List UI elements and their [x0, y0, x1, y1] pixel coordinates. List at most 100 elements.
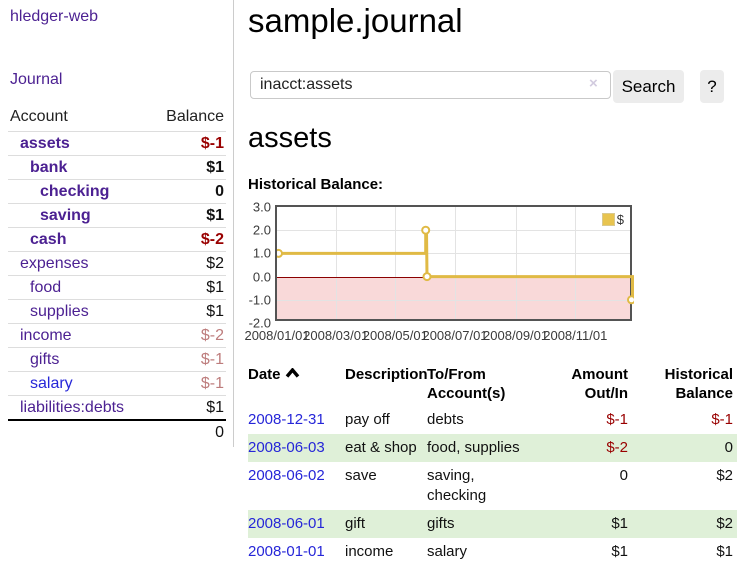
transaction-balance-cell: $-1	[711, 411, 733, 428]
sidebar-divider	[233, 0, 234, 447]
transaction-amount-cell: 0	[619, 467, 628, 484]
amount-column-header: Amount Out/In	[571, 366, 628, 402]
account-balance: $1	[206, 399, 224, 416]
account-column-header: To/From Account(s)	[427, 366, 506, 402]
transaction-amount-cell: $1	[611, 515, 628, 532]
account-balance: $-1	[200, 351, 224, 368]
transaction-date-link[interactable]: 2008-12-31	[248, 411, 325, 428]
balance-column-header: Historical Balance	[664, 366, 733, 402]
app-brand-link[interactable]: hledger-web	[10, 8, 99, 25]
transaction-description-cell: income	[345, 543, 394, 560]
transaction-description-cell: save	[345, 467, 377, 484]
transaction-date-cell: 2008-06-03	[248, 434, 345, 462]
vertical-gridline	[575, 207, 577, 319]
transaction-date-cell: 2008-06-01	[248, 510, 345, 538]
sidebar-item-journal[interactable]: Journal	[10, 71, 63, 88]
account-balance: $-2	[200, 327, 224, 344]
transaction-balance-cell: $2	[716, 515, 733, 532]
x-tick-label: 2008/07/01	[422, 328, 488, 343]
transaction-description-cell: eat & shop	[345, 439, 417, 456]
transaction-date-cell: 2008-12-31	[248, 406, 345, 434]
vertical-gridline	[395, 207, 397, 319]
account-balance: $1	[206, 207, 224, 224]
account-balance: $-2	[200, 231, 224, 248]
y-tick-label: 3.0	[252, 199, 271, 215]
search-button[interactable]: Search	[613, 70, 684, 103]
accounts-list: assets $-1 bank $1 checking 0 saving $1 …	[8, 131, 226, 419]
x-tick-label: 2008/11/01	[543, 328, 608, 343]
transaction-amount-cell: $-1	[606, 411, 628, 428]
account-link[interactable]: liabilities:debts	[20, 399, 125, 416]
x-tick-label: 2008/05/01	[362, 328, 428, 343]
transaction-date-cell: 2008-01-01	[248, 538, 345, 566]
register-header-row: Date Description To/From Account(s) Amou…	[248, 363, 737, 406]
x-tick-label: 2008/09/01	[483, 328, 549, 343]
balance-line-series	[277, 225, 634, 305]
transaction-date-link[interactable]: 2008-06-03	[248, 439, 325, 456]
account-balance: $1	[206, 303, 224, 320]
account-row: assets $-1	[8, 131, 226, 155]
register-rows: 2008-12-31 pay off debts $-1 $-1 2008-06…	[248, 406, 737, 566]
account-link[interactable]: saving	[40, 207, 91, 224]
data-point-marker	[627, 295, 634, 305]
account-link[interactable]: expenses	[20, 255, 89, 272]
transaction-row: 2008-06-01 gift gifts $1 $2	[248, 510, 737, 538]
transaction-balance-cell: $2	[716, 467, 733, 484]
transaction-balance-cell: 0	[724, 439, 733, 456]
account-link[interactable]: income	[20, 327, 72, 344]
transaction-row: 2008-06-03 eat & shop food, supplies $-2…	[248, 434, 737, 462]
sort-ascending-icon	[285, 368, 299, 378]
help-button[interactable]: ?	[700, 70, 724, 103]
account-link[interactable]: checking	[40, 183, 110, 200]
horizontal-gridline	[277, 230, 630, 232]
account-link[interactable]: salary	[30, 375, 73, 392]
account-row: income $-2	[8, 323, 226, 347]
account-row: food $1	[8, 275, 226, 299]
current-account-heading: assets	[248, 122, 332, 154]
accounts-table-header: Account Balance	[8, 106, 226, 131]
search-input[interactable]	[250, 71, 611, 99]
accounts-balance-table: Account Balance assets $-1 bank $1 check…	[8, 106, 226, 444]
clear-search-icon[interactable]: ×	[589, 75, 598, 92]
legend-color-swatch	[601, 213, 615, 226]
description-column-header: Description	[345, 366, 428, 383]
transaction-description-cell: pay off	[345, 411, 390, 428]
account-link[interactable]: assets	[20, 135, 70, 152]
account-row: saving $1	[8, 203, 226, 227]
transaction-balance-cell: $1	[716, 543, 733, 560]
account-link[interactable]: food	[30, 279, 62, 296]
transaction-amount-cell: $-2	[606, 439, 628, 456]
data-point-marker	[421, 225, 431, 235]
account-link[interactable]: cash	[30, 231, 67, 248]
account-row: checking 0	[8, 179, 226, 203]
chart-legend: $	[601, 212, 624, 227]
transaction-row: 2008-06-02 save saving, checking 0 $2	[248, 462, 737, 510]
account-balance: 0	[215, 183, 224, 200]
transaction-row: 2008-12-31 pay off debts $-1 $-1	[248, 406, 737, 434]
y-tick-label: 1.0	[252, 245, 271, 261]
account-row: expenses $2	[8, 251, 226, 275]
y-tick-label: -1.0	[248, 292, 271, 308]
transaction-date-link[interactable]: 2008-06-02	[248, 467, 325, 484]
x-tick-label: 2008/01/01	[244, 328, 310, 343]
accounts-total-value: 0	[215, 424, 224, 441]
transaction-accounts-cell: gifts	[427, 515, 455, 532]
y-tick-label: 2.0	[252, 222, 271, 238]
transaction-date-link[interactable]: 2008-01-01	[248, 543, 325, 560]
page-title: sample.journal	[248, 2, 463, 39]
chart-title: Historical Balance:	[248, 176, 384, 193]
transaction-date-cell: 2008-06-02	[248, 462, 345, 510]
transaction-accounts-cell: debts	[427, 411, 464, 428]
account-link[interactable]: supplies	[30, 303, 89, 320]
date-column-header[interactable]: Date	[248, 363, 345, 406]
account-link[interactable]: gifts	[30, 351, 60, 368]
transaction-row: 2008-01-01 income salary $1 $1	[248, 538, 737, 566]
transaction-date-link[interactable]: 2008-06-01	[248, 515, 325, 532]
account-row: cash $-2	[8, 227, 226, 251]
balance-column-header: Balance	[166, 108, 224, 125]
data-point-marker	[422, 272, 432, 282]
account-link[interactable]: bank	[30, 159, 68, 176]
transaction-amount-cell: $1	[611, 543, 628, 560]
transaction-accounts-cell: food, supplies	[427, 439, 520, 456]
horizontal-gridline	[277, 253, 630, 255]
